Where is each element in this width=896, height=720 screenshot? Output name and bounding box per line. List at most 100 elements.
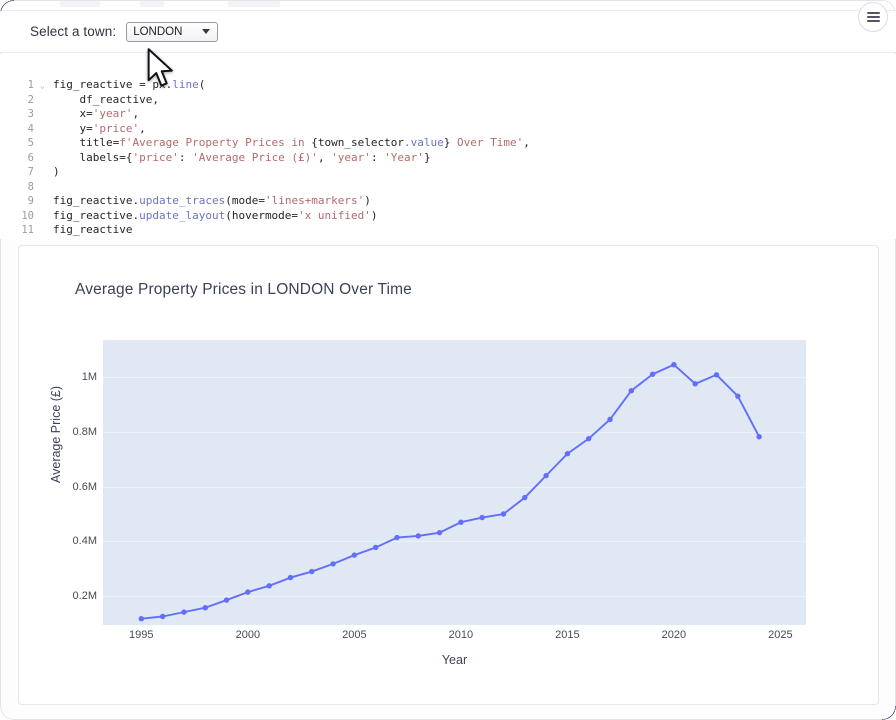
data-point-marker[interactable] [713, 372, 720, 378]
code-line: 11 fig_reactive [0, 223, 896, 238]
y-tick-label: 0.4M [72, 535, 97, 548]
x-tick-label: 2000 [235, 629, 261, 641]
data-point-marker[interactable] [607, 416, 613, 423]
town-select-value: LONDON [133, 25, 183, 38]
code-fold-toggle [40, 136, 49, 151]
x-axis-ticks: 1995 2000 2005 2010 2015 2020 2025 [103, 629, 806, 647]
code-fold-toggle [40, 209, 49, 224]
data-point-marker[interactable] [309, 568, 315, 575]
code-line-number: 2 [27, 93, 34, 106]
code-line-text: y='price', [53, 121, 146, 135]
code-line-text: fig_reactive.update_layout(hovermode='x … [53, 208, 378, 222]
price-line-series [138, 361, 762, 622]
data-point-marker[interactable] [671, 361, 677, 368]
grid-line [103, 431, 806, 433]
code-line: 9 fig_reactive.update_traces(mode='lines+… [0, 194, 896, 209]
code-line-number: 8 [27, 180, 34, 193]
y-tick-label: 0.6M [72, 480, 97, 493]
town-selector-row: Select a town: LONDON [0, 11, 896, 53]
code-line-text: ) [53, 165, 60, 178]
code-line: 4 y='price', [0, 122, 896, 137]
code-line-number: 10 [21, 209, 34, 222]
data-point-marker[interactable] [223, 597, 230, 603]
data-point-marker[interactable] [159, 613, 166, 620]
code-line-text: fig_reactive [53, 223, 133, 236]
code-line-number: 11 [21, 224, 34, 236]
code-cell[interactable]: 1 ⌄ fig_reactive = px.line( 2 df_reactive, 3… [0, 54, 896, 239]
code-line-text: fig_reactive = px.line( [53, 78, 206, 91]
x-tick-label: 1995 [129, 629, 154, 641]
toolbar-ghost-item [140, 0, 164, 7]
code-line-text: df_reactive, [53, 92, 159, 106]
grid-line [103, 541, 806, 543]
code-line: 3 x='year', [0, 107, 896, 122]
data-point-marker[interactable] [245, 589, 251, 595]
code-line-number: 7 [27, 166, 34, 178]
code-line: 7) [0, 165, 896, 180]
code-fold-toggle [40, 93, 49, 108]
code-line: 5 title=f'Average Property Prices in {to… [0, 136, 896, 151]
x-tick-label: 2020 [661, 629, 687, 641]
chevron-down-icon [202, 28, 211, 34]
y-tick-label: 1M [81, 371, 97, 383]
code-line: 2 df_reactive, [0, 93, 896, 108]
toolbar-ghost-item [228, 0, 280, 7]
data-point-marker[interactable] [564, 451, 571, 457]
code-fold-toggle [40, 180, 49, 195]
chart-title: Average Property Prices in LONDON Over T… [75, 281, 412, 298]
code-fold-toggle [40, 151, 49, 166]
y-tick-label: 0.8M [72, 425, 97, 438]
code-fold-toggle [40, 165, 49, 180]
code-line-text: title=f'Average Property Prices in {town… [53, 136, 530, 149]
grid-line [103, 486, 806, 488]
code-line: 1 ⌄ fig_reactive = px.line( [0, 78, 896, 93]
code-line-number: 5 [27, 137, 34, 149]
code-line: 8 [0, 180, 896, 195]
toolbar-ghost-item [60, 0, 100, 7]
code-line-number: 1 [27, 79, 34, 91]
data-point-marker[interactable] [586, 435, 592, 442]
code-line: 10 fig_reactive.update_layout(hovermode='… [0, 209, 896, 224]
hamburger-bars [866, 10, 880, 24]
data-point-marker[interactable] [138, 616, 145, 622]
data-point-marker[interactable] [543, 472, 549, 479]
data-point-marker[interactable] [479, 514, 485, 521]
code-line: 6 labels={'price': 'Average Price (£)', … [0, 151, 896, 166]
x-tick-label: 2005 [342, 629, 367, 641]
x-axis-label: Year [441, 653, 468, 667]
data-point-marker[interactable] [500, 511, 507, 517]
code-fold-toggle [40, 194, 49, 209]
code-line-text: x='year', [53, 107, 140, 120]
data-point-marker[interactable] [756, 434, 762, 440]
code-fold-toggle [40, 122, 49, 137]
select-town-label: Select a town: [30, 24, 117, 39]
data-point-marker[interactable] [628, 388, 635, 394]
data-point-marker[interactable] [287, 574, 294, 581]
code-line-text [49, 180, 53, 195]
data-point-marker[interactable] [181, 609, 187, 615]
data-point-marker[interactable] [415, 533, 421, 539]
data-point-marker[interactable] [372, 544, 379, 551]
data-point-marker[interactable] [202, 605, 208, 611]
data-point-marker[interactable] [735, 393, 741, 399]
data-point-marker[interactable] [351, 552, 358, 558]
code-fold-toggle[interactable]: ⌄ [40, 81, 45, 90]
data-point-marker[interactable] [458, 519, 464, 525]
frame-corner-bottom-right [882, 706, 896, 720]
town-select-dropdown[interactable]: LONDON [126, 21, 219, 42]
data-point-marker[interactable] [649, 371, 656, 377]
plot-area[interactable] [103, 340, 806, 625]
data-point-marker[interactable] [436, 529, 443, 536]
grid-line [103, 596, 806, 598]
data-point-marker[interactable] [330, 561, 336, 567]
data-point-marker[interactable] [692, 381, 698, 387]
data-point-marker[interactable] [266, 583, 272, 589]
y-axis-ticks: 0.2M 0.4M 0.6M 0.8M 1M [19, 340, 97, 625]
hamburger-menu-icon[interactable] [858, 2, 888, 32]
code-line-text: labels={'price': 'Average Price (£)', 'y… [53, 150, 431, 164]
code-fold-toggle [40, 107, 49, 122]
x-tick-label: 2015 [555, 629, 580, 641]
data-point-marker[interactable] [394, 534, 400, 541]
data-point-marker[interactable] [522, 494, 528, 501]
